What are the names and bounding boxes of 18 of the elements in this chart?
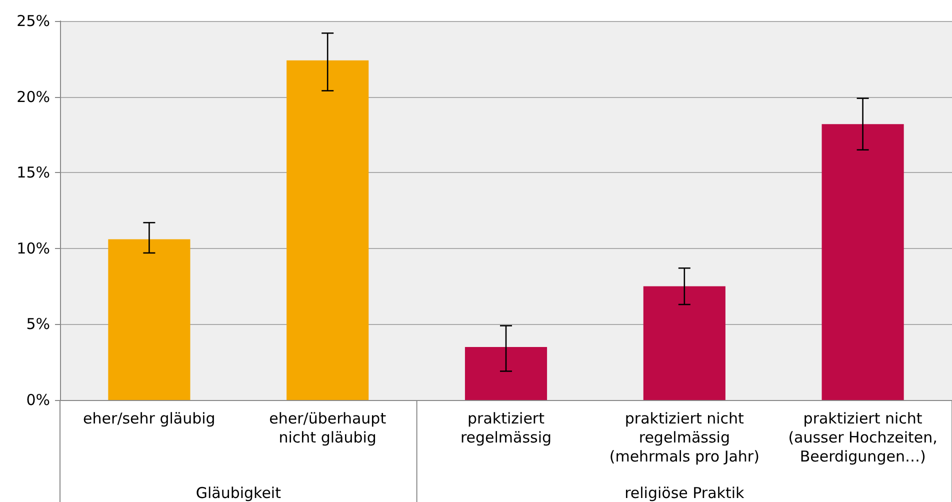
x-tick-label: eher/sehr gläubig — [83, 410, 216, 428]
bar — [643, 286, 726, 400]
y-tick-label: 0% — [26, 391, 50, 409]
y-tick-label: 15% — [16, 164, 50, 182]
x-tick-label: praktiziert regelmässig — [460, 410, 552, 446]
y-tick-label: 10% — [16, 239, 50, 258]
text: religiöse Praktik — [624, 484, 745, 502]
bar — [286, 60, 369, 400]
text: Gläubigkeit — [196, 484, 282, 502]
y-tick-label: 25% — [16, 12, 50, 30]
bar — [108, 239, 190, 400]
x-tick-label: praktiziert nicht (ausser Hochzeiten, Beerdigungen…) — [788, 410, 938, 466]
bar — [822, 124, 904, 400]
x-tick-label: praktiziert nicht regelmässig (mehrmals pro Jahr) — [609, 410, 760, 466]
x-tick-label: eher/überhaupt nicht gläubig — [269, 410, 386, 446]
bar — [464, 346, 548, 400]
y-tick-label: 5% — [26, 315, 50, 334]
y-tick-label: 20% — [16, 88, 50, 106]
